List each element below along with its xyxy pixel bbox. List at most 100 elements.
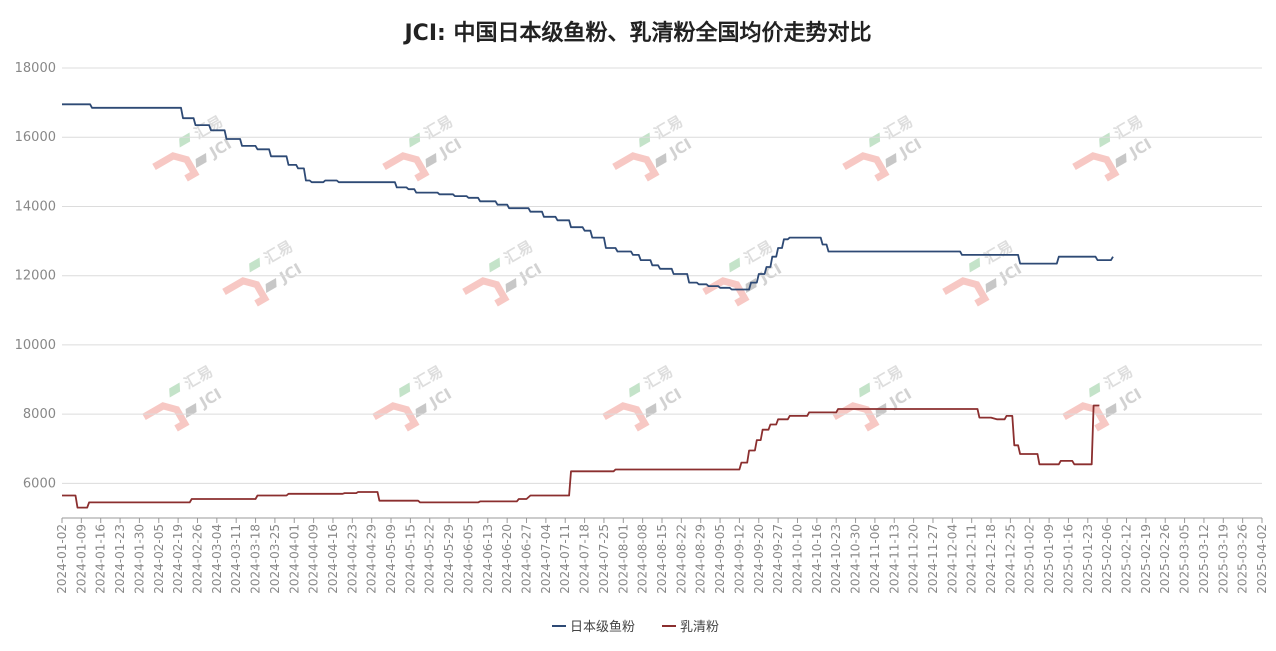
x-tick-label: 2024-05-22 xyxy=(423,524,437,594)
x-tick-label: 2024-11-13 xyxy=(887,524,901,594)
x-tick-label: 2024-11-27 xyxy=(926,524,940,594)
x-tick-label: 2024-10-10 xyxy=(790,524,804,594)
chart-title: JCI: 中国日本级鱼粉、乳清粉全国均价走势对比 xyxy=(403,20,872,46)
x-tick-label: 2024-01-09 xyxy=(74,524,88,594)
x-tick-label: 2025-03-05 xyxy=(1178,524,1192,594)
watermark-leaf-icon xyxy=(169,382,181,398)
watermark-mark: JCI xyxy=(896,135,925,162)
watermark-mark-icon xyxy=(885,153,897,168)
x-tick-label: 2024-04-16 xyxy=(326,524,340,594)
watermark-logo-icon xyxy=(382,152,430,182)
y-tick-label: 10000 xyxy=(15,338,56,353)
x-tick-label: 2025-01-02 xyxy=(1023,524,1037,594)
x-tick-label: 2024-11-06 xyxy=(868,524,882,594)
watermark-logo-icon xyxy=(1072,152,1120,182)
series-layer xyxy=(62,103,1114,509)
watermark-leaf-icon xyxy=(729,257,741,273)
watermark-logo-icon xyxy=(702,277,750,307)
watermark-leaf-icon xyxy=(859,382,871,398)
series-line-1 xyxy=(62,103,1114,291)
watermark-leaf-icon xyxy=(179,132,191,148)
x-tick-label: 2024-07-25 xyxy=(597,524,611,594)
x-tick-label: 2025-03-12 xyxy=(1197,524,1211,594)
x-tick-label: 2024-11-20 xyxy=(907,524,921,594)
watermark-logo-icon xyxy=(612,152,660,182)
watermark-logo-icon xyxy=(142,402,190,432)
y-tick-label: 14000 xyxy=(15,199,56,214)
watermark-mark-icon xyxy=(415,403,427,418)
watermark-logo-icon xyxy=(222,277,270,307)
watermark-logo-icon xyxy=(152,152,200,182)
x-tick-label: 2024-12-18 xyxy=(984,524,998,594)
x-tick-label: 2024-04-23 xyxy=(345,524,359,594)
watermark-logo-icon xyxy=(372,402,420,432)
watermark-leaf-icon xyxy=(489,257,501,273)
x-tick-label: 2024-05-15 xyxy=(403,524,417,594)
x-tick-label: 2024-06-27 xyxy=(520,524,534,594)
x-tick-label: 2024-08-01 xyxy=(616,524,630,594)
x-tick-label: 2024-06-05 xyxy=(461,524,475,594)
x-tick-label: 2024-03-25 xyxy=(268,524,282,594)
x-tick-label: 2024-09-12 xyxy=(732,524,746,594)
x-tick-label: 2024-03-04 xyxy=(210,524,224,594)
watermark-leaf-icon xyxy=(629,382,641,398)
series-line-2 xyxy=(62,404,1100,509)
x-tick-label: 2024-08-22 xyxy=(674,524,688,594)
watermark-leaf-icon xyxy=(399,382,411,398)
x-tick-label: 2025-02-12 xyxy=(1120,524,1134,594)
watermark-mark-icon xyxy=(265,278,277,293)
watermark-logo-icon xyxy=(842,152,890,182)
x-tick-label: 2024-04-09 xyxy=(307,524,321,594)
x-tick-label: 2024-10-23 xyxy=(829,524,843,594)
x-tick-label: 2024-08-08 xyxy=(636,524,650,594)
watermark-mark-icon xyxy=(1105,403,1117,418)
watermark-mark: JCI xyxy=(666,135,695,162)
watermark-leaf-icon xyxy=(409,132,421,148)
legend: 日本级鱼粉 乳清粉 xyxy=(552,619,719,635)
x-tick-label: 2024-04-01 xyxy=(287,524,301,594)
watermark-mark-icon xyxy=(655,153,667,168)
x-tick-label: 2025-01-23 xyxy=(1081,524,1095,594)
legend-label: 日本级鱼粉 xyxy=(570,619,635,635)
watermark-mark-icon xyxy=(985,278,997,293)
watermark-mark: JCI xyxy=(1126,135,1155,162)
x-tick-label: 2024-06-20 xyxy=(500,524,514,594)
x-tick-label: 2025-02-19 xyxy=(1139,524,1153,594)
watermark-mark: JCI xyxy=(426,385,455,412)
x-tick-label: 2024-01-16 xyxy=(94,524,108,594)
x-tick-label: 2024-05-29 xyxy=(442,524,456,594)
y-tick-label: 18000 xyxy=(15,61,56,76)
x-tick-label: 2024-09-05 xyxy=(713,524,727,594)
watermark-mark: JCI xyxy=(516,260,545,287)
x-tick-label: 2024-02-05 xyxy=(152,524,166,594)
x-tick-label: 2025-03-26 xyxy=(1236,524,1250,594)
watermark-leaf-icon xyxy=(969,257,981,273)
x-tick-label: 2024-02-19 xyxy=(171,524,185,594)
watermark-logo-icon xyxy=(1062,402,1110,432)
x-tick-label: 2024-07-04 xyxy=(539,524,553,594)
x-tick-label: 2024-08-15 xyxy=(655,524,669,594)
watermark-logo-icon xyxy=(602,402,650,432)
watermark-logo-icon xyxy=(462,277,510,307)
watermark-leaf-icon xyxy=(249,257,261,273)
x-tick-label: 2024-01-30 xyxy=(132,524,146,594)
watermark-mark-icon xyxy=(875,403,887,418)
watermark-mark: JCI xyxy=(1116,385,1145,412)
x-tick-label: 2024-12-11 xyxy=(965,524,979,594)
x-tick-label: 2024-03-11 xyxy=(229,524,243,594)
x-tick-label: 2025-01-16 xyxy=(1061,524,1075,594)
watermark-mark-icon xyxy=(195,153,207,168)
watermark-mark: JCI xyxy=(656,385,685,412)
x-tick-label: 2024-06-13 xyxy=(481,524,495,594)
watermark-mark-icon xyxy=(1115,153,1127,168)
x-tick-label: 2025-02-26 xyxy=(1158,524,1172,594)
watermark-mark: JCI xyxy=(886,385,915,412)
watermark-mark: JCI xyxy=(436,135,465,162)
